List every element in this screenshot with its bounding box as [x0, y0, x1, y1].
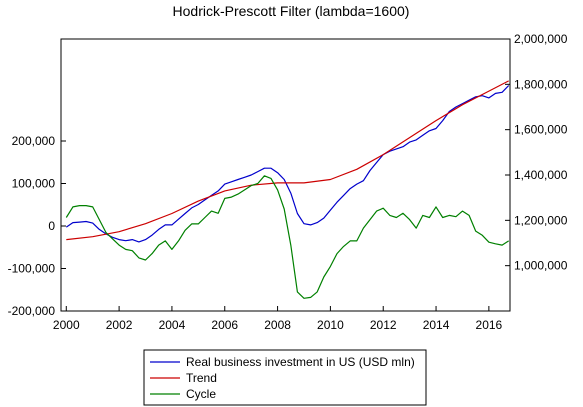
x-tick-label: 2002 — [106, 318, 133, 332]
left-axis: -200,000 -100,000 0 100,000 200,000 — [8, 134, 66, 318]
right-tick-label: 1,200,000 — [514, 213, 568, 227]
series-line-cycle — [65, 175, 510, 299]
left-tick-label: 0 — [48, 219, 55, 233]
left-tick-label: 200,000 — [12, 134, 56, 148]
chart-title: Hodrick-Prescott Filter (lambda=1600) — [173, 3, 410, 19]
left-tick-label: -200,000 — [8, 304, 56, 318]
legend-label: Real business investment in US (USD mln) — [186, 355, 415, 369]
series-line-real-business-investment-in-us-usd-mln — [65, 85, 510, 243]
legend-box — [143, 349, 427, 406]
legend: Real business investment in US (USD mln)… — [143, 349, 427, 406]
right-tick-label: 2,000,000 — [514, 32, 568, 46]
plot-frame — [60, 38, 511, 312]
right-tick-label: 1,000,000 — [514, 259, 568, 273]
x-tick-label: 2010 — [317, 318, 344, 332]
x-tick-label: 2014 — [423, 318, 450, 332]
right-tick-label: 1,600,000 — [514, 123, 568, 137]
legend-label: Trend — [186, 371, 217, 385]
legend-label: Cycle — [186, 387, 216, 401]
left-tick-label: 100,000 — [12, 177, 56, 191]
x-tick-label: 2004 — [159, 318, 186, 332]
right-axis: 1,000,000 1,200,000 1,400,000 1,600,000 1,80… — [505, 32, 568, 273]
x-tick-label: 2016 — [476, 318, 503, 332]
x-tick-label: 2008 — [264, 318, 291, 332]
left-tick-label: -100,000 — [8, 262, 56, 276]
x-tick-label: 2012 — [370, 318, 397, 332]
right-tick-label: 1,400,000 — [514, 168, 568, 182]
x-tick-label: 2000 — [53, 318, 80, 332]
x-axis: 2000 2002 2004 2006 2008 2010 2012 2014 2016 — [53, 306, 503, 332]
series-layer — [65, 80, 510, 299]
series-line-trend — [66, 80, 509, 241]
right-tick-label: 1,800,000 — [514, 77, 568, 91]
x-tick-label: 2006 — [211, 318, 238, 332]
